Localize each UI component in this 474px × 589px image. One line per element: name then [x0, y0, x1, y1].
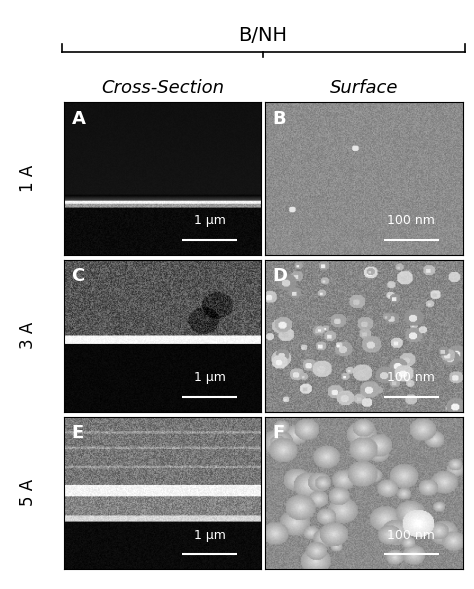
Text: D: D	[273, 267, 288, 285]
Text: A: A	[72, 110, 85, 128]
Text: 1 A: 1 A	[19, 165, 37, 192]
Text: C: C	[72, 267, 85, 285]
Text: B/NH: B/NH	[238, 25, 288, 45]
Text: B: B	[273, 110, 286, 128]
Text: 1 μm: 1 μm	[194, 528, 226, 541]
Text: 100 nm: 100 nm	[387, 214, 435, 227]
Text: 1 μm: 1 μm	[194, 372, 226, 385]
Text: 100 nm: 100 nm	[387, 528, 435, 541]
Text: 3 A: 3 A	[19, 322, 37, 349]
Text: F: F	[273, 424, 285, 442]
Text: 5 A: 5 A	[19, 479, 37, 507]
Text: 1 μm: 1 μm	[194, 214, 226, 227]
Text: Cross-Section: Cross-Section	[101, 80, 224, 97]
Text: 100 nm: 100 nm	[387, 372, 435, 385]
Text: Surface: Surface	[329, 80, 398, 97]
Text: E: E	[72, 424, 84, 442]
